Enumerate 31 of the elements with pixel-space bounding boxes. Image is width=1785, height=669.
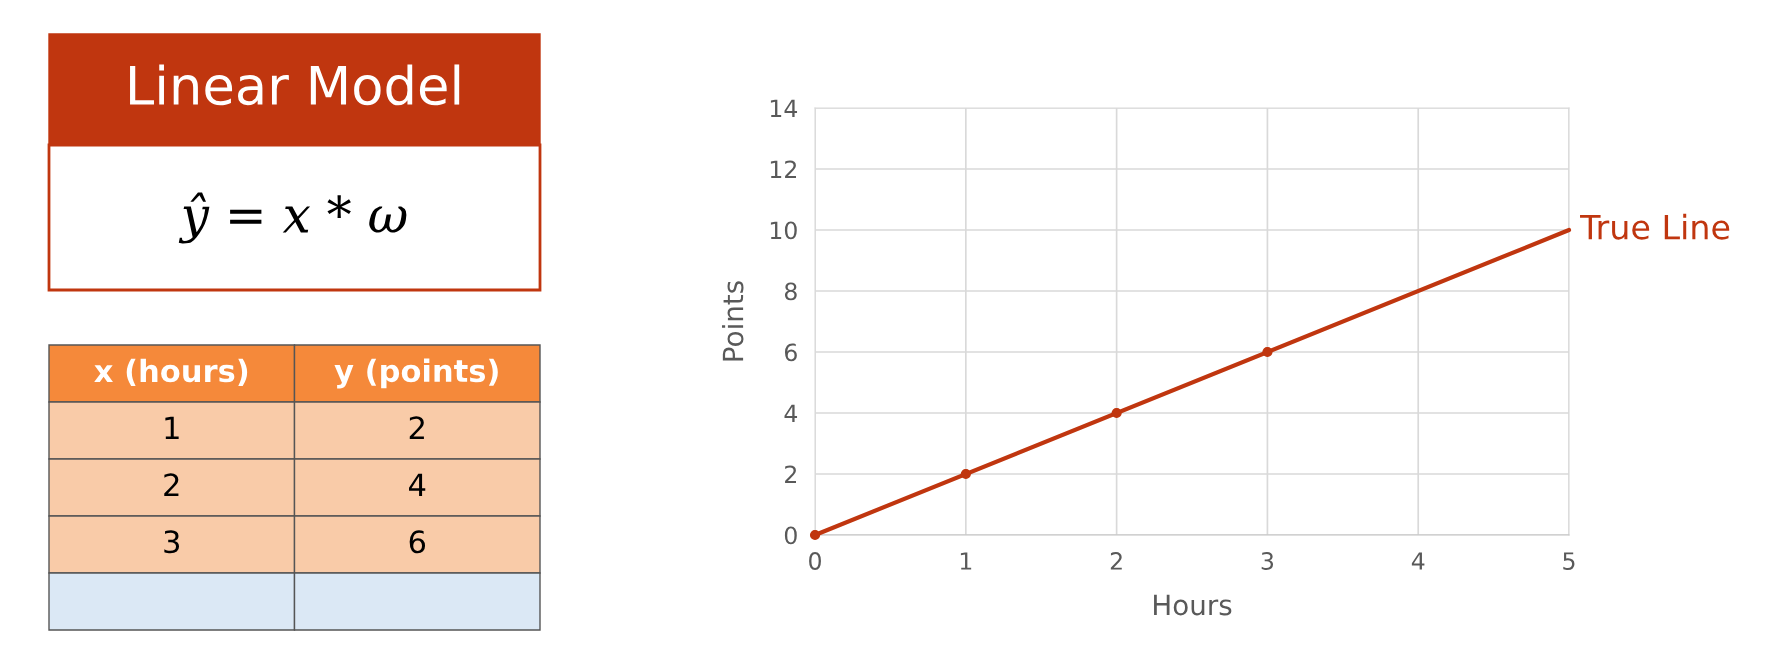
- x-tick-label: 5: [1563, 552, 1575, 570]
- y-tick-label: 14: [770, 99, 798, 117]
- text: 2: [164, 473, 179, 496]
- point: [1262, 346, 1273, 358]
- text: Linear Model: [130, 64, 460, 106]
- x-tick-label: 3: [1261, 552, 1274, 570]
- point: [960, 468, 971, 480]
- y-tick-label: 4: [784, 404, 798, 422]
- text: 6: [409, 530, 426, 554]
- text: 1: [165, 416, 179, 439]
- y-tick-label: 0: [784, 526, 797, 545]
- y-tick-label: 12: [770, 160, 796, 178]
- x-tick-label: 0: [809, 552, 821, 570]
- category-label: x (hours): [94, 358, 248, 386]
- x-tick-label: 1: [960, 552, 972, 570]
- y-axis-title: Points: [721, 281, 744, 361]
- text: 3: [164, 530, 180, 554]
- point: [809, 529, 821, 541]
- point: [1111, 407, 1122, 419]
- x-tick-label: 2: [1110, 552, 1122, 570]
- y-tick-label: 2: [785, 465, 796, 483]
- text: 2: [409, 416, 424, 439]
- y-tick-label: 10: [770, 221, 797, 240]
- x-axis-title: Hours: [1154, 594, 1232, 616]
- text: 4: [409, 473, 426, 496]
- category-label: y (points): [334, 358, 498, 389]
- x-tick-label: 4: [1411, 552, 1425, 570]
- text: ŷ = x * ω: [178, 192, 407, 244]
- series-label: True Line: [1580, 213, 1730, 240]
- y-tick-label: 8: [784, 282, 797, 301]
- y-tick-label: 6: [784, 343, 797, 362]
